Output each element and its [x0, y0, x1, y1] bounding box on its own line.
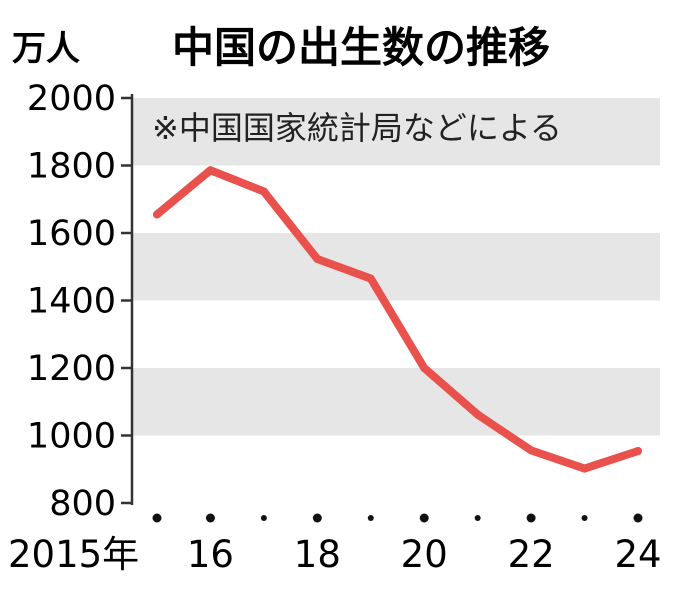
data-point — [527, 446, 536, 455]
y-tick-label: 1600 — [27, 214, 116, 254]
x-tick-dot — [419, 513, 429, 523]
data-point — [634, 447, 642, 456]
y-tick-label: 1400 — [27, 282, 116, 322]
data-point — [473, 410, 482, 419]
x-tick-dot — [260, 515, 267, 521]
data-point — [259, 187, 268, 196]
chart-title: 中国の出生数の推移 — [172, 23, 550, 72]
x-tick-dot — [205, 513, 215, 523]
data-points — [153, 166, 642, 473]
x-tick-dot — [367, 515, 374, 521]
y-tick-label: 1000 — [27, 417, 116, 457]
data-point — [313, 254, 322, 263]
x-axis-ticks: 2015年 16 18 20 22 24 — [8, 533, 662, 576]
x-tick-label: 20 — [401, 533, 448, 576]
x-tick-label: 2015年 — [8, 533, 139, 576]
y-unit-label: 万人 — [12, 29, 80, 69]
x-tick-dot — [526, 513, 536, 523]
y-tick-label: 1200 — [27, 349, 116, 389]
grid-band — [133, 368, 660, 436]
x-tick-dot — [152, 513, 162, 523]
source-note: ※中国国家統計局などによる — [152, 109, 562, 147]
x-tick-label: 18 — [294, 533, 341, 576]
x-tick-dot — [581, 515, 588, 521]
data-point — [366, 274, 375, 283]
x-tick-label: 24 — [614, 533, 661, 576]
y-tick-label: 800 — [49, 484, 116, 524]
grid-band — [133, 98, 660, 166]
data-point — [420, 364, 429, 372]
series-line — [153, 166, 642, 473]
y-tick-label: 2000 — [27, 79, 116, 119]
x-axis-dots — [152, 513, 643, 523]
x-tick-dot — [312, 513, 322, 523]
x-tick-label: 22 — [508, 533, 555, 576]
grid-bands — [133, 98, 660, 436]
data-point — [206, 166, 215, 175]
data-point — [580, 464, 589, 473]
x-tick-dot — [633, 513, 643, 523]
y-axis-ticks: 800 1000 1200 1400 1600 1800 2000 — [27, 79, 132, 524]
x-tick-dot — [474, 515, 481, 521]
grid-band — [133, 233, 660, 301]
y-tick-label: 1800 — [27, 147, 116, 187]
x-tick-label: 16 — [187, 533, 234, 576]
data-point — [153, 210, 161, 219]
